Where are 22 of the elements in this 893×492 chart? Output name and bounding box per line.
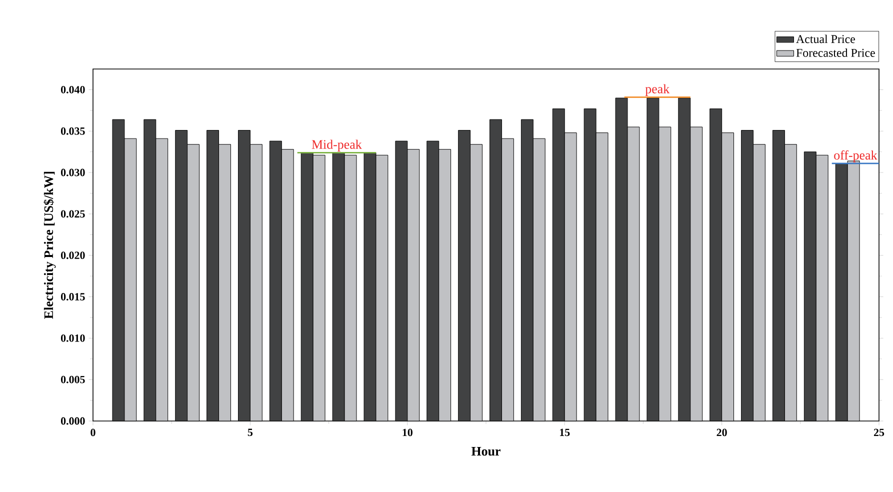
- x-tick-label: 0: [90, 428, 96, 436]
- y-tick-label: 0.040: [60, 86, 85, 94]
- y-tick-label: 0.020: [60, 252, 85, 260]
- annotation: peak: [645, 84, 670, 96]
- x-tick-label: 25: [874, 428, 884, 436]
- legend-label: Actual Price: [796, 34, 855, 44]
- y-tick-label: 0.000: [60, 417, 85, 425]
- y-tick-label: 0.010: [60, 334, 85, 342]
- x-axis-title: Hour: [471, 447, 500, 456]
- x-tick-label: 20: [716, 428, 727, 436]
- y-tick-label: 0.030: [60, 168, 85, 176]
- y-tick-label: 0.005: [60, 376, 85, 384]
- legend-label: Forecasted Price: [796, 48, 875, 57]
- x-tick-label: 5: [248, 428, 253, 436]
- annotation: off-peak: [834, 150, 878, 162]
- y-tick-label: 0.015: [60, 293, 85, 300]
- y-tick-label: 0.025: [60, 210, 85, 218]
- y-axis-title: Electricity Price [US$/kW]: [44, 172, 56, 319]
- y-tick-label: 0.035: [60, 127, 85, 135]
- x-tick-label: 10: [402, 428, 412, 436]
- x-tick-label: 15: [560, 428, 570, 436]
- annotation: Mid-peak: [312, 140, 362, 152]
